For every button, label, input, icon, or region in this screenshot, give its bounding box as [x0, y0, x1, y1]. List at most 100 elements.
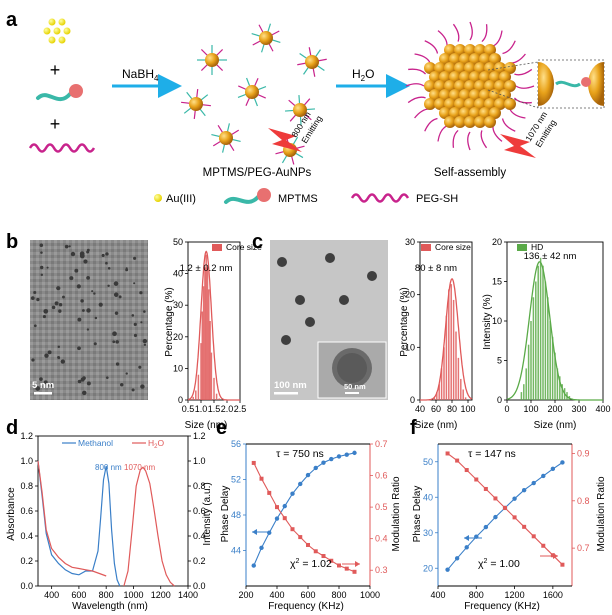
b-hist-bar [195, 390, 197, 400]
sphere-subunit [484, 116, 496, 128]
e-ylabel-right: Modulation Ratio [391, 476, 402, 551]
b-hist-ytick-label: 50 [173, 237, 183, 247]
tem-particle [74, 268, 79, 273]
d-ytick-label-left: 0.6 [20, 506, 33, 516]
sphere-subunit [439, 53, 451, 65]
c2-hist-bar [542, 265, 544, 400]
f-point-modulation [464, 468, 469, 473]
c1-hist-xtick-label: 60 [431, 404, 441, 414]
tem-particle [33, 290, 37, 294]
c2-hist-bar [554, 352, 556, 400]
b-hist-fit-curve [187, 250, 240, 401]
sphere-ligand [502, 40, 516, 55]
assembly-caption: Self-assembly [434, 167, 506, 179]
f-point-phase [531, 480, 536, 486]
e-point-modulation [313, 549, 318, 554]
e-xtick-label: 1000 [360, 590, 380, 600]
legend-mptms: MPTMS [278, 193, 318, 205]
f-ylabel-right: Modulation Ratio [596, 476, 607, 551]
d-ytick-label-right: 0.0 [193, 581, 206, 591]
e-point-modulation [306, 542, 310, 547]
mptms-molecule-icon [36, 84, 83, 102]
sphere-subunit [479, 71, 491, 83]
f-point-phase [541, 473, 546, 479]
tem-particle [42, 314, 47, 319]
f-point-modulation [503, 505, 507, 510]
c1-hist-bar [440, 368, 443, 400]
f-point-modulation [522, 524, 527, 529]
tem-particle [40, 251, 43, 254]
sphere-subunit [429, 71, 441, 83]
sphere-subunit [469, 71, 481, 83]
c2-hist-xtick-label: 200 [547, 404, 562, 414]
tem-particle [107, 267, 111, 270]
e-point-phase [321, 460, 326, 465]
sphere-ligand [509, 108, 526, 119]
sphere-subunit [454, 98, 466, 110]
sphere-ligand [480, 130, 488, 149]
c2-hist-xtick-label: 0 [504, 404, 509, 414]
tem-particle [86, 328, 90, 331]
c2-hist-bar [520, 392, 523, 400]
tem-particle [101, 253, 105, 258]
f-series-line [447, 462, 563, 571]
tem-particle [125, 372, 128, 375]
reagent-nabh4: NaBH4 [122, 67, 159, 83]
d-legend-water: H2O [148, 438, 164, 450]
tem-particle [80, 377, 85, 382]
sphere-subunit [484, 98, 496, 110]
c1-hist-bar [457, 357, 460, 400]
tem-particle [36, 297, 40, 302]
tem-particle [39, 377, 43, 381]
sphere-ligand [452, 23, 460, 42]
panel-b: b 5 nm 0.5 1.0 1.5 2.0 2.5 0 10 20 30 40 50 [6, 231, 246, 414]
d-ytick-label-right: 1.2 [193, 431, 206, 441]
c1-hist-ytick-label: 30 [405, 237, 415, 247]
sphere-subunit [424, 98, 436, 110]
d-series-line [123, 466, 175, 587]
tem-particle [58, 303, 63, 307]
c2-hist-xtick-label: 300 [571, 404, 586, 414]
sphere-ligand [405, 83, 425, 87]
e-series-line [253, 452, 355, 566]
b-hist-bar [204, 267, 206, 400]
c2-hist-bar [549, 321, 551, 400]
d-ytick-label-right: 1.0 [193, 456, 206, 466]
tem-particle [107, 284, 110, 288]
e-point-modulation [259, 476, 264, 481]
d-ylabel-left: Absorbance [6, 487, 17, 541]
e-point-phase [329, 456, 334, 462]
d-xtick-label: 1000 [123, 590, 143, 600]
d-xtick-label: 1200 [151, 590, 171, 600]
tem-particle [86, 250, 90, 254]
tem-particle [93, 292, 96, 295]
e-point-phase [267, 530, 272, 535]
sphere-subunit [454, 44, 466, 56]
c1-hist-bar [438, 384, 440, 400]
sphere-subunit [489, 53, 501, 65]
c2-hist-ytick-label: 20 [492, 237, 502, 247]
tem-particle [143, 310, 146, 313]
b-annotation: 1.2 ± 0.2 nm [180, 263, 233, 274]
tem-particle [139, 291, 143, 295]
d-ytick-label-left: 1.2 [20, 431, 33, 441]
tem-particle [93, 342, 97, 346]
sphere-subunit [484, 80, 496, 92]
c1-hist-bar [448, 289, 450, 400]
e-ytick-label-right: 0.6 [375, 471, 388, 481]
sphere-subunit [429, 89, 441, 101]
f-tau: τ = 147 ns [468, 448, 516, 460]
tem-particle [47, 350, 52, 355]
tem-particle [115, 340, 119, 344]
sphere-subunit [504, 62, 516, 74]
scale-bar-c: 100 nm [274, 380, 307, 391]
tem-particle [57, 356, 60, 359]
b-hist-ytick-label: 0 [178, 395, 183, 405]
sphere-subunit [474, 62, 486, 74]
e-point-phase [313, 465, 318, 471]
b-hist-bar [213, 377, 215, 400]
sphere-subunit [459, 53, 471, 65]
